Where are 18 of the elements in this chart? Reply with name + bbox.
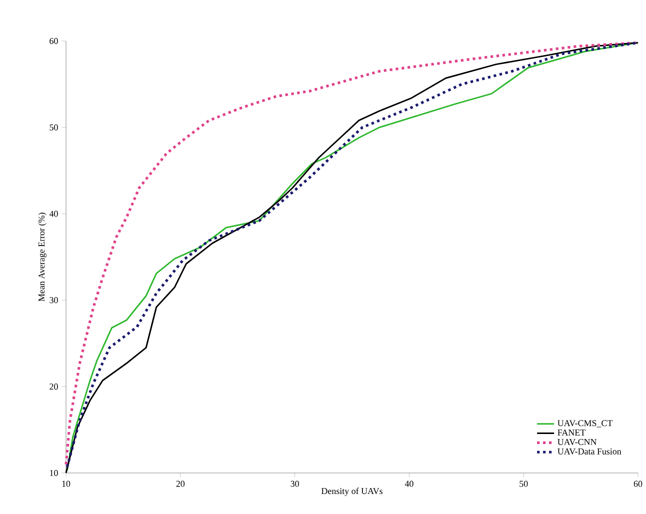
x-tick-label: 40	[404, 480, 414, 487]
x-tick-label: 20	[176, 480, 185, 487]
legend-label: UAV-CMS_CT	[558, 420, 613, 428]
y-tick-label: 10	[50, 470, 58, 476]
y-tick-label: 40	[49, 210, 58, 217]
x-axis-title: Density of UAVs	[321, 488, 382, 496]
y-tick-label: 20	[50, 384, 58, 390]
legend-label: UAV-CNN	[558, 438, 597, 446]
x-tick-label: 50	[520, 480, 528, 487]
y-tick-label: 60	[50, 38, 58, 44]
y-axis-title: Mean Average Error (%)	[38, 212, 46, 302]
y-tick-label: 50	[50, 124, 58, 130]
x-tick-label: 10	[62, 480, 70, 487]
x-tick-label: 30	[290, 480, 299, 487]
legend-label: UAV-Data Fusion	[558, 448, 622, 454]
y-tick-label: 30	[50, 297, 58, 304]
x-tick-label: 60	[634, 480, 642, 487]
legend-label: FANET	[558, 430, 586, 436]
